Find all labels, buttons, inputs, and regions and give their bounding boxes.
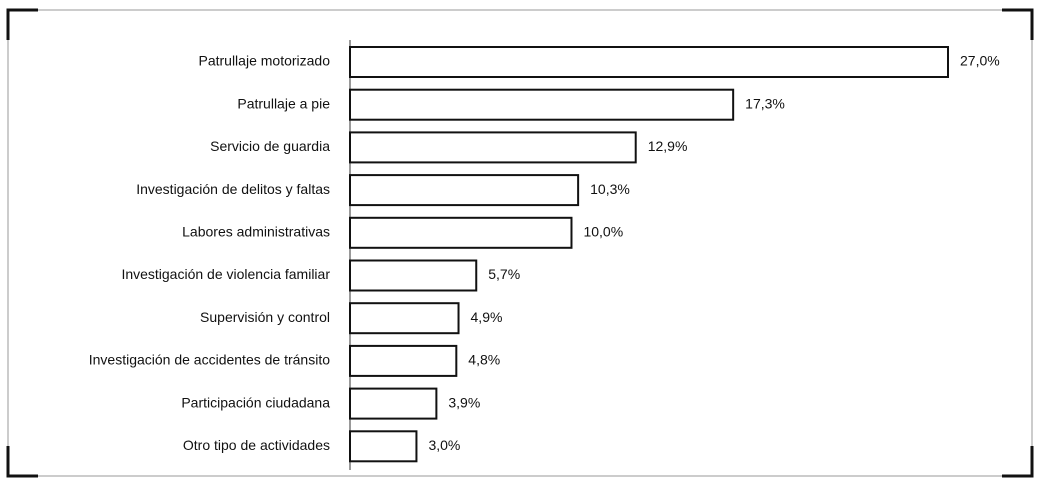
bar: [349, 174, 580, 207]
category-label: Supervisión y control: [200, 309, 330, 325]
bar: [349, 344, 458, 377]
bar: [349, 302, 460, 335]
category-label: Labores administrativas: [182, 224, 330, 240]
value-label: 5,7%: [488, 266, 520, 282]
bar: [349, 88, 735, 121]
category-label: Participación ciudadana: [181, 394, 330, 410]
frame-corners: [6, 8, 1034, 478]
bar: [349, 259, 478, 292]
bar: [349, 387, 438, 420]
value-label: 17,3%: [745, 95, 785, 111]
category-label: Servicio de guardia: [210, 138, 330, 154]
category-label: Patrullaje a pie: [237, 95, 330, 111]
category-label: Investigación de delitos y faltas: [136, 181, 330, 197]
value-label: 3,9%: [448, 394, 480, 410]
value-label: 10,0%: [583, 224, 623, 240]
category-label: Otro tipo de actividades: [183, 437, 330, 453]
frame: [7, 9, 1033, 477]
bar: [349, 46, 949, 78]
value-label: 4,8%: [468, 352, 500, 368]
bar: [349, 430, 418, 463]
value-label: 10,3%: [590, 181, 630, 197]
value-label: 27,0%: [960, 53, 1000, 69]
category-label: Investigación de accidentes de tránsito: [89, 352, 330, 368]
category-label: Patrullaje motorizado: [198, 53, 330, 69]
bar: [349, 216, 573, 249]
category-label: Investigación de violencia familiar: [121, 266, 330, 282]
value-label: 12,9%: [648, 138, 688, 154]
value-label: 4,9%: [471, 309, 503, 325]
value-label: 3,0%: [428, 437, 460, 453]
bar: [349, 131, 637, 164]
